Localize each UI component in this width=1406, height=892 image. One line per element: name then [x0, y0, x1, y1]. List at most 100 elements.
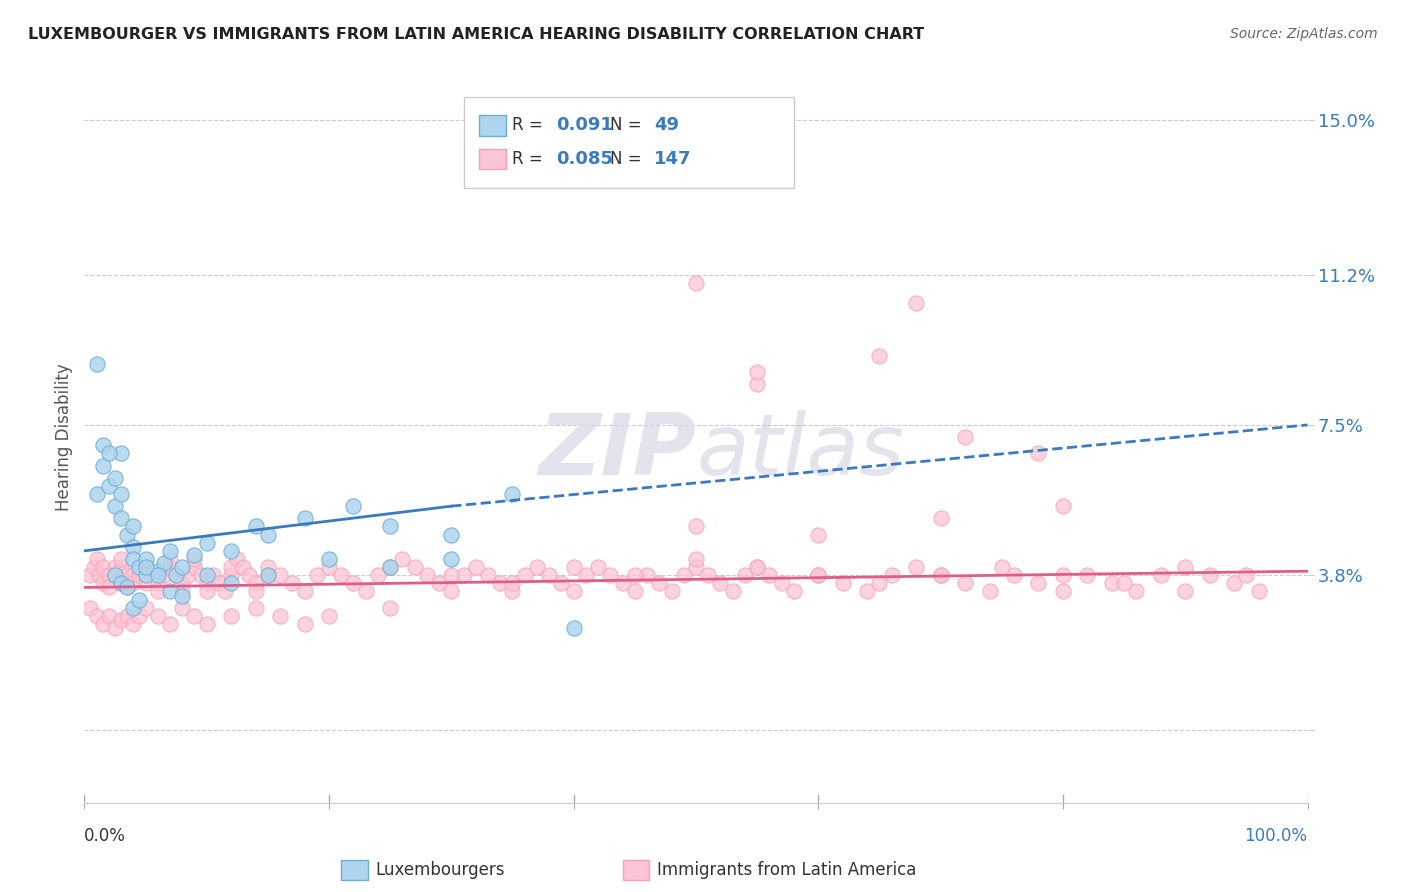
Text: ZIP: ZIP: [538, 410, 696, 493]
Point: [929, 511, 952, 525]
Point: [159, 584, 181, 599]
Point: [807, 568, 830, 582]
Point: [624, 584, 647, 599]
FancyBboxPatch shape: [342, 860, 368, 880]
Point: [195, 568, 218, 582]
Point: [122, 600, 145, 615]
Text: LUXEMBOURGER VS IMMIGRANTS FROM LATIN AMERICA HEARING DISABILITY CORRELATION CHA: LUXEMBOURGER VS IMMIGRANTS FROM LATIN AM…: [28, 27, 924, 42]
Point: [380, 560, 402, 574]
Point: [427, 576, 450, 591]
Point: [104, 621, 127, 635]
Point: [135, 560, 157, 574]
Text: 49: 49: [654, 117, 679, 135]
Point: [1198, 568, 1220, 582]
Point: [1101, 576, 1123, 591]
Point: [104, 499, 127, 513]
Point: [697, 568, 720, 582]
Point: [232, 560, 254, 574]
Point: [624, 568, 647, 582]
Point: [91, 560, 114, 574]
Point: [953, 430, 976, 444]
Point: [404, 560, 426, 574]
Point: [709, 576, 731, 591]
Point: [391, 552, 413, 566]
Point: [648, 576, 671, 591]
Point: [245, 576, 267, 591]
Point: [115, 527, 138, 541]
Point: [575, 568, 598, 582]
Point: [929, 568, 952, 582]
Point: [122, 617, 145, 632]
Point: [122, 568, 145, 582]
Point: [367, 568, 389, 582]
Point: [183, 560, 205, 574]
Point: [128, 568, 150, 582]
Point: [122, 519, 145, 533]
Point: [146, 584, 169, 599]
Point: [586, 560, 609, 574]
Point: [550, 576, 572, 591]
Point: [257, 560, 280, 574]
Point: [238, 568, 260, 582]
Point: [110, 487, 132, 501]
Point: [734, 568, 756, 582]
Point: [502, 576, 524, 591]
Point: [110, 511, 132, 525]
Point: [502, 487, 524, 501]
FancyBboxPatch shape: [464, 97, 794, 188]
Point: [128, 560, 150, 574]
Point: [269, 568, 291, 582]
Text: R =: R =: [513, 150, 548, 168]
Point: [97, 446, 120, 460]
Point: [135, 568, 157, 582]
Point: [1125, 584, 1147, 599]
Point: [380, 519, 402, 533]
Point: [1052, 568, 1074, 582]
Point: [87, 568, 110, 582]
Point: [97, 608, 120, 623]
Point: [165, 568, 187, 582]
Point: [562, 621, 585, 635]
Point: [172, 576, 194, 591]
Point: [747, 377, 769, 392]
Y-axis label: Hearing Disability: Hearing Disability: [55, 363, 73, 511]
Point: [115, 568, 138, 582]
Point: [1028, 576, 1050, 591]
Point: [104, 471, 127, 485]
Point: [1052, 499, 1074, 513]
Point: [1002, 568, 1025, 582]
Point: [91, 438, 114, 452]
Point: [318, 608, 340, 623]
Point: [562, 560, 585, 574]
Text: 0.091: 0.091: [557, 117, 613, 135]
Point: [1076, 568, 1098, 582]
Point: [294, 617, 316, 632]
Point: [416, 568, 439, 582]
Point: [153, 568, 176, 582]
Point: [489, 576, 512, 591]
Point: [770, 576, 793, 591]
Point: [110, 613, 132, 627]
Point: [219, 544, 242, 558]
Point: [831, 576, 853, 591]
Point: [219, 608, 242, 623]
Point: [135, 552, 157, 566]
Point: [661, 584, 683, 599]
Point: [380, 560, 402, 574]
Point: [440, 584, 463, 599]
Point: [257, 527, 280, 541]
Point: [562, 584, 585, 599]
Point: [905, 296, 928, 310]
Point: [159, 544, 181, 558]
Point: [294, 584, 316, 599]
Point: [208, 576, 231, 591]
Point: [453, 568, 475, 582]
Point: [880, 568, 903, 582]
Point: [190, 568, 212, 582]
Point: [305, 568, 328, 582]
Point: [135, 576, 157, 591]
Point: [128, 560, 150, 574]
Text: N =: N =: [610, 117, 647, 135]
Point: [159, 560, 181, 574]
Point: [97, 479, 120, 493]
